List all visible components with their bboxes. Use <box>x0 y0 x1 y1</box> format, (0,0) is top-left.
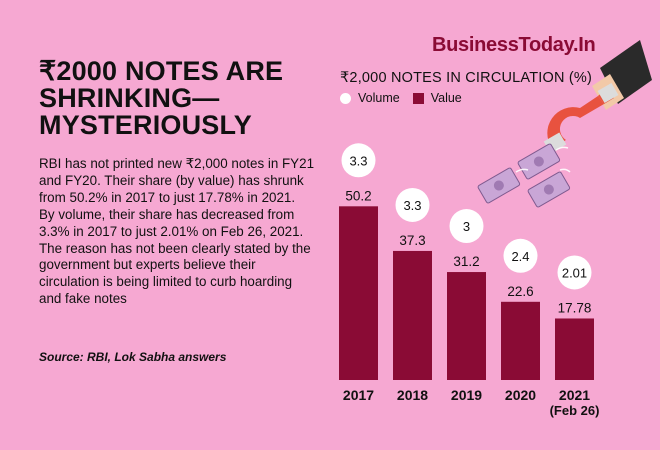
volume-bubble-label: 3.3 <box>403 198 421 213</box>
bar-value <box>339 206 378 380</box>
bar-value-label: 50.2 <box>345 188 371 203</box>
headline: ₹2000 NOTES ARE SHRINKING— MYSTERIOUSLY <box>39 58 339 139</box>
source-note: Source: RBI, Lok Sabha answers <box>39 350 227 364</box>
bar-value <box>447 272 486 380</box>
legend-volume-swatch <box>340 92 351 104</box>
bar-value <box>501 301 540 380</box>
volume-bubble <box>395 187 430 222</box>
bar-value <box>393 250 432 380</box>
volume-bubble-label: 2.4 <box>511 249 529 264</box>
bars-layer: 50.2 3.3 2017 37.3 3.3 2018 31.2 3 2019 22.6 2.4 20… <box>339 143 599 418</box>
magnet-attracting-banknotes-icon <box>477 40 652 208</box>
chart-legend: Volume Value <box>340 91 462 105</box>
bar-value-label: 22.6 <box>507 284 533 299</box>
x-tick-sublabel: (Feb 26) <box>550 403 600 418</box>
volume-bubble-label: 2.01 <box>562 265 587 280</box>
legend-volume-label: Volume <box>358 91 400 105</box>
bar-value-label: 37.3 <box>399 233 425 248</box>
brand-logo: BusinessToday.In <box>432 34 596 56</box>
volume-bubble-label: 3.3 <box>349 153 367 168</box>
bar-value-label: 31.2 <box>453 254 479 269</box>
x-tick-label: 2018 <box>397 387 428 403</box>
volume-bubble <box>341 143 376 178</box>
bar-value <box>555 318 594 380</box>
x-tick-label: 2021 <box>559 387 590 403</box>
volume-bubble <box>557 255 592 290</box>
legend-value-swatch <box>412 92 424 104</box>
body-paragraph: RBI has not printed new ₹2,000 notes in … <box>39 156 315 307</box>
x-tick-label: 2019 <box>451 387 482 403</box>
chart-title: ₹2,000 NOTES IN CIRCULATION (%) <box>340 70 593 86</box>
bar-value-label: 17.78 <box>558 300 592 315</box>
headline-line: SHRINKING— <box>39 83 220 113</box>
headline-line: MYSTERIOUSLY <box>39 110 252 140</box>
legend-value-label: Value <box>430 91 462 105</box>
volume-bubble-label: 3 <box>463 219 470 234</box>
volume-bubble <box>503 238 538 273</box>
x-tick-label: 2020 <box>505 387 536 403</box>
headline-line: ₹2000 NOTES ARE <box>39 56 284 86</box>
volume-bubble <box>449 209 484 244</box>
x-tick-label: 2017 <box>343 387 374 403</box>
